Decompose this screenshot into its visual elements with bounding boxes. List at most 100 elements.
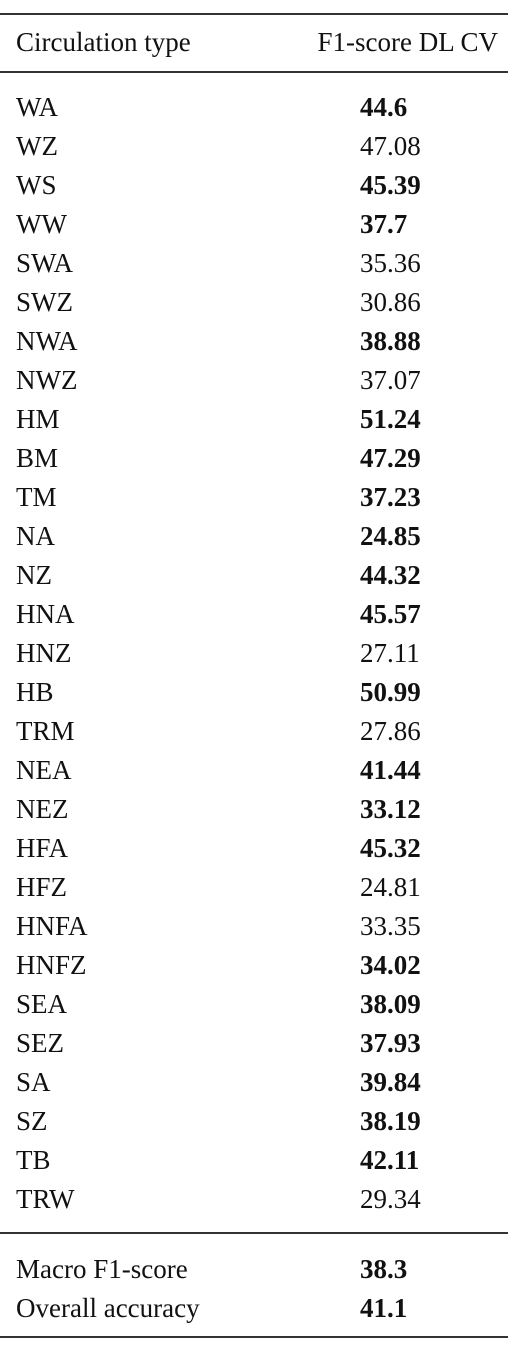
table-row-value: 38.09 <box>360 989 421 1019</box>
table-row-label: HNFA <box>16 911 88 941</box>
table-bottom-rule <box>0 1336 508 1338</box>
summary-row: Macro F1-score 38.3 <box>0 1250 508 1289</box>
table-row-label: SWA <box>16 248 74 278</box>
table-body: WA 44.6 WZ 47.08 WS 45.39 WW 37.7 SWA 35.36 SWZ 30.… <box>0 88 508 1219</box>
table-row-label: WA <box>16 92 58 122</box>
table-row-value: 37.07 <box>360 365 421 395</box>
table-row: HNFZ 34.02 <box>0 946 508 985</box>
table-row-label: HM <box>16 404 60 434</box>
table-row-value: 27.11 <box>360 638 420 668</box>
table-header-row: Circulation type F1-score DL CV <box>0 18 508 66</box>
table-row-value: 38.88 <box>360 326 421 356</box>
table-row-label: HNZ <box>16 638 72 668</box>
table-row-label: SEZ <box>16 1028 65 1058</box>
table-row-value: 29.34 <box>360 1184 421 1214</box>
table-row: NEA 41.44 <box>0 751 508 790</box>
table-row: NZ 44.32 <box>0 556 508 595</box>
summary-row-label: Macro F1-score <box>16 1254 188 1284</box>
table-row-value: 37.93 <box>360 1028 421 1058</box>
table-row-label: SWZ <box>16 287 73 317</box>
table-row-label: WW <box>16 209 67 239</box>
table-row-label: WZ <box>16 131 58 161</box>
table-row-label: NWZ <box>16 365 78 395</box>
table-row-value: 42.11 <box>360 1145 420 1175</box>
summary-row-value: 41.1 <box>360 1293 408 1323</box>
table-row-label: NA <box>16 521 55 551</box>
table-row-value: 24.81 <box>360 872 421 902</box>
table-row: WW 37.7 <box>0 205 508 244</box>
table-row-label: HB <box>16 677 54 707</box>
table-row-value: 37.23 <box>360 482 421 512</box>
table-row-value: 51.24 <box>360 404 421 434</box>
table-row: HB 50.99 <box>0 673 508 712</box>
table-row: SA 39.84 <box>0 1063 508 1102</box>
table-row: HNFA 33.35 <box>0 907 508 946</box>
table-row: NWZ 37.07 <box>0 361 508 400</box>
table-row-value: 38.19 <box>360 1106 421 1136</box>
table-row: WS 45.39 <box>0 166 508 205</box>
table-row-label: NWA <box>16 326 78 356</box>
table-row: NWA 38.88 <box>0 322 508 361</box>
table-row: NA 24.85 <box>0 517 508 556</box>
table-row-label: TRW <box>16 1184 75 1214</box>
table-row-value: 47.08 <box>360 131 421 161</box>
table-row: NEZ 33.12 <box>0 790 508 829</box>
table-row: WZ 47.08 <box>0 127 508 166</box>
table-row-label: NEZ <box>16 794 69 824</box>
header-separator-rule <box>0 71 508 73</box>
table-row: TRW 29.34 <box>0 1180 508 1219</box>
table-row-value: 50.99 <box>360 677 421 707</box>
table-row-label: BM <box>16 443 59 473</box>
summary-row-label: Overall accuracy <box>16 1293 200 1323</box>
table-row-label: SZ <box>16 1106 48 1136</box>
table-row: SZ 38.19 <box>0 1102 508 1141</box>
table-row-value: 45.57 <box>360 599 421 629</box>
table-row: TB 42.11 <box>0 1141 508 1180</box>
table-row: HNA 45.57 <box>0 595 508 634</box>
column-header-circulation-type: Circulation type <box>16 27 191 57</box>
table-row-value: 33.35 <box>360 911 421 941</box>
table-row: HM 51.24 <box>0 400 508 439</box>
table-row-label: TB <box>16 1145 51 1175</box>
table-row-value: 45.32 <box>360 833 421 863</box>
table-row: SEZ 37.93 <box>0 1024 508 1063</box>
table-row-label: SA <box>16 1067 51 1097</box>
table-row-label: NEA <box>16 755 72 785</box>
table-row-label: SEA <box>16 989 68 1019</box>
table-row-value: 41.44 <box>360 755 421 785</box>
table-row-value: 24.85 <box>360 521 421 551</box>
table-row-label: NZ <box>16 560 52 590</box>
summary-row-value: 38.3 <box>360 1254 408 1284</box>
table-summary: Macro F1-score 38.3 Overall accuracy 41.1 <box>0 1250 508 1328</box>
table-row-value: 30.86 <box>360 287 421 317</box>
table-row-value: 45.39 <box>360 170 421 200</box>
table-row-value: 37.7 <box>360 209 408 239</box>
column-header-f1-score: F1-score DL CV <box>317 27 498 57</box>
table-top-rule <box>0 13 508 15</box>
summary-row: Overall accuracy 41.1 <box>0 1289 508 1328</box>
table-row-label: HFZ <box>16 872 68 902</box>
table-row-label: WS <box>16 170 57 200</box>
table-row: BM 47.29 <box>0 439 508 478</box>
table-row-label: TRM <box>16 716 75 746</box>
table-row-label: HFA <box>16 833 69 863</box>
table-row-value: 44.32 <box>360 560 421 590</box>
table-row: WA 44.6 <box>0 88 508 127</box>
summary-separator-rule <box>0 1232 508 1234</box>
table-row: HFA 45.32 <box>0 829 508 868</box>
table-row-value: 27.86 <box>360 716 421 746</box>
table-row: SWZ 30.86 <box>0 283 508 322</box>
table-row-label: HNFZ <box>16 950 87 980</box>
table-row-value: 44.6 <box>360 92 408 122</box>
table-row-value: 33.12 <box>360 794 421 824</box>
table-row: SEA 38.09 <box>0 985 508 1024</box>
table-row: HFZ 24.81 <box>0 868 508 907</box>
table-row-value: 35.36 <box>360 248 421 278</box>
table-row-value: 47.29 <box>360 443 421 473</box>
table-row-value: 39.84 <box>360 1067 421 1097</box>
table-row-value: 34.02 <box>360 950 421 980</box>
table-row: TRM 27.86 <box>0 712 508 751</box>
table-row: TM 37.23 <box>0 478 508 517</box>
table-row-label: HNA <box>16 599 75 629</box>
